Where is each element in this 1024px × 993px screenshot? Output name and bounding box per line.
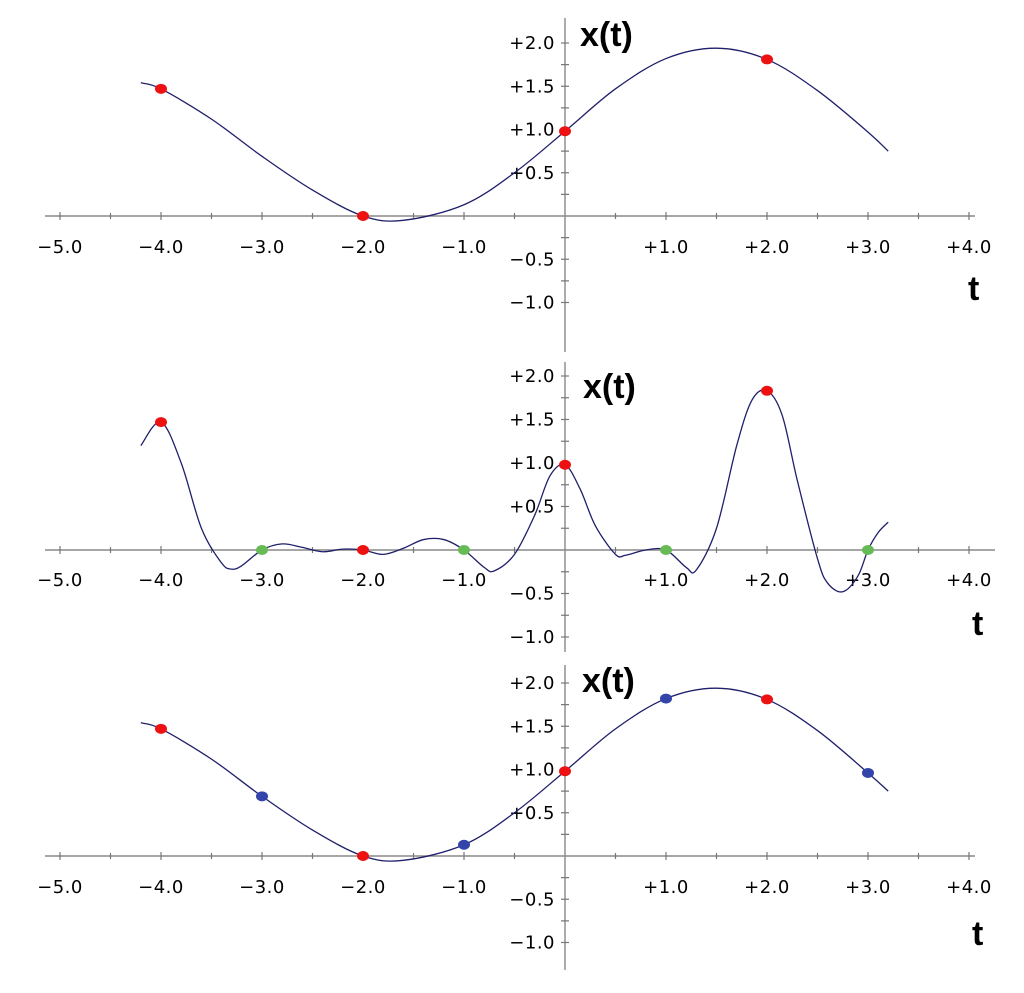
sample-point [862,545,874,555]
y-tick-label: +1.5 [509,410,555,431]
sample-point [155,83,167,94]
x-tick-label: −3.0 [239,570,285,591]
x-axis-title: t [972,605,983,643]
y-tick-label: −1.0 [509,627,555,648]
y-tick-label: +0.5 [509,163,555,184]
x-axis-title: t [968,270,979,308]
x-tick-label: +2.0 [744,877,790,898]
sample-point [559,459,571,470]
y-tick-label: +0.5 [509,497,555,518]
chart-panel-3: −5.0 −4.0 −3.0 −2.0 −1.0 +1.0 +2.0 +3.0 +4.0 +2.0… [37,662,992,970]
x-tick-label: −2.0 [340,877,386,898]
y-tick-label: +1.5 [509,716,555,737]
sample-point [559,126,571,137]
x-tick-label: +3.0 [845,877,891,898]
y-tick-label: −0.5 [509,584,555,605]
signal-curve [140,47,889,222]
sample-point [761,385,773,396]
x-tick-label: −5.0 [37,877,83,898]
x-tick-label: +2.0 [744,237,790,258]
x-tick-label: −3.0 [239,877,285,898]
x-tick-label: −2.0 [340,570,386,591]
chart-panel-2: −5.0 −4.0 −3.0 −2.0 −1.0 +1.0 +2.0 +3.0 +4.0 +2.0… [37,362,995,652]
x-tick-label: −5.0 [37,237,83,258]
sample-point [256,545,268,555]
x-tick-label: +2.0 [744,570,790,591]
y-tick-label: +2.0 [509,673,555,694]
sample-point [660,693,672,704]
sample-point [357,851,369,861]
x-tick-label: +4.0 [946,877,992,898]
y-tick-label: −1.0 [509,293,555,314]
y-tick-label: −0.5 [509,249,555,270]
x-tick-label: +1.0 [643,237,689,258]
y-tick-label: +1.5 [509,76,555,97]
x-tick-label: +1.0 [643,570,689,591]
y-tick-label: −1.0 [509,933,555,954]
sample-point [660,545,672,555]
signal-curve [140,687,889,862]
x-tick-label: −4.0 [138,237,184,258]
x-tick-label: +4.0 [946,237,992,258]
y-tick-label: +1.0 [509,760,555,781]
y-tick-label: −0.5 [509,889,555,910]
x-tick-label: +3.0 [845,237,891,258]
sample-point [458,545,470,555]
sample-point [155,417,167,428]
x-tick-label: +4.0 [946,570,992,591]
x-tick-label: −1.0 [441,570,487,591]
y-axis-title: x(t) [582,662,635,700]
y-tick-label: +1.0 [509,453,555,474]
x-tick-label: −5.0 [37,570,83,591]
sample-point [357,211,369,221]
y-tick-label: +1.0 [509,120,555,141]
sample-point [256,791,268,802]
x-axis-title: t [972,915,983,953]
x-tick-label: −4.0 [138,570,184,591]
x-tick-label: +3.0 [845,570,891,591]
y-tick-label: +2.0 [509,33,555,54]
sample-point [761,694,773,705]
x-tick-label: −4.0 [138,877,184,898]
x-tick-label: −3.0 [239,237,285,258]
y-axis-title: x(t) [580,16,633,54]
sample-point [155,723,167,734]
sample-point [862,767,874,778]
y-tick-label: +0.5 [509,803,555,824]
y-tick-label: +2.0 [509,366,555,387]
sample-point [458,839,470,850]
x-tick-label: −1.0 [441,237,487,258]
sample-point [761,54,773,65]
y-axis-title: x(t) [583,368,636,406]
signal-curve [140,389,889,593]
x-tick-label: −1.0 [441,877,487,898]
sample-point [357,545,369,555]
x-tick-label: +1.0 [643,877,689,898]
x-tick-label: −2.0 [340,237,386,258]
chart-panel-1: −5.0 −4.0 −3.0 −2.0 −1.0 +1.0 +2.0 +3.0 +4.0 +2.0… [37,16,992,352]
sample-point [559,766,571,777]
